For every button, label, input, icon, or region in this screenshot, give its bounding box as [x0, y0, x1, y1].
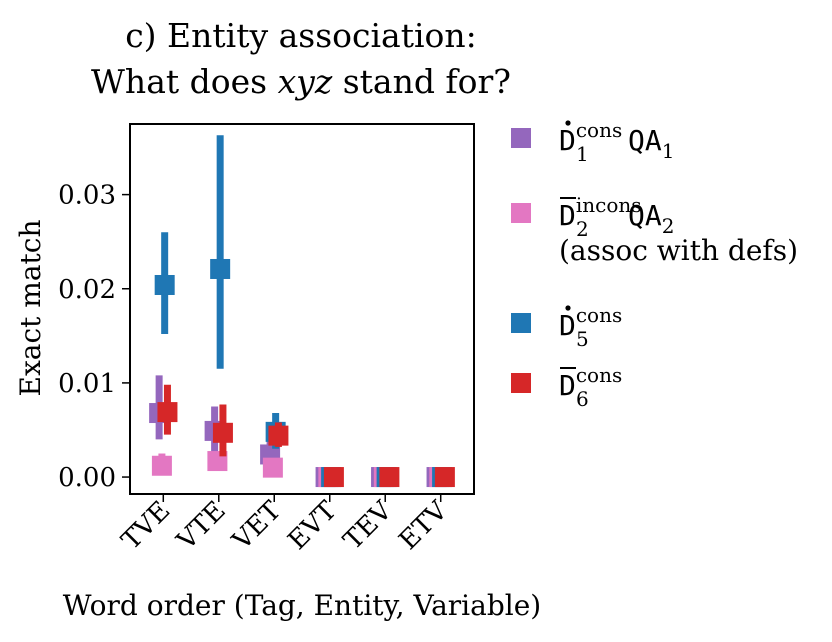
- legend: Dcons 1 QA1 Dincons 2 QA2(assoc with defs) Dco…: [511, 118, 798, 411]
- data-point-d6-cons: [157, 402, 178, 423]
- y-tick-label: 0.00: [58, 463, 116, 493]
- x-tick-label: ETV: [393, 495, 454, 556]
- axes-frame: [129, 123, 475, 495]
- y-axis-label: Exact match: [14, 220, 47, 397]
- x-tick-label: VTE: [171, 496, 232, 557]
- y-tick-label: 0.03: [58, 181, 116, 211]
- data-point-d6-cons: [434, 467, 455, 488]
- legend-marker: [511, 373, 531, 393]
- y-tick-label: 0.02: [58, 275, 116, 305]
- data-point-d6-cons: [268, 425, 289, 446]
- legend-marker: [511, 313, 531, 333]
- legend-accent-dot: [565, 120, 571, 126]
- data-point-d6-cons: [379, 467, 400, 488]
- legend-label: Dincons 2 QA2: [559, 193, 674, 241]
- legend-marker: [511, 203, 531, 223]
- x-tick-label: EVT: [283, 495, 344, 556]
- chart-title-line2: What does xyz stand for?: [91, 62, 511, 101]
- legend-label: Dcons 1 QA1: [559, 118, 674, 166]
- data-point-d2-incons-qa2-assoc-with-defs-: [262, 457, 283, 478]
- data-point-d5-cons: [154, 274, 175, 295]
- data-point-d6-cons: [323, 467, 344, 488]
- legend-label: Dcons 6: [559, 363, 622, 411]
- legend-marker: [511, 128, 531, 148]
- legend-accent-dot: [565, 305, 571, 311]
- x-tick-label: VET: [226, 495, 287, 556]
- data-point-d5-cons: [210, 258, 231, 279]
- data-point-d2-incons-qa2-assoc-with-defs-: [151, 455, 172, 476]
- x-tick-label: TVE: [116, 496, 176, 556]
- chart-title-line1: c) Entity association:: [125, 16, 477, 55]
- x-axis-label: Word order (Tag, Entity, Variable): [63, 589, 541, 622]
- data-point-d6-cons: [212, 422, 233, 443]
- legend-extra-label: (assoc with defs): [559, 234, 798, 267]
- y-tick-label: 0.01: [58, 369, 116, 399]
- legend-label: Dcons 5: [559, 303, 622, 351]
- x-tick-label: TEV: [338, 495, 399, 556]
